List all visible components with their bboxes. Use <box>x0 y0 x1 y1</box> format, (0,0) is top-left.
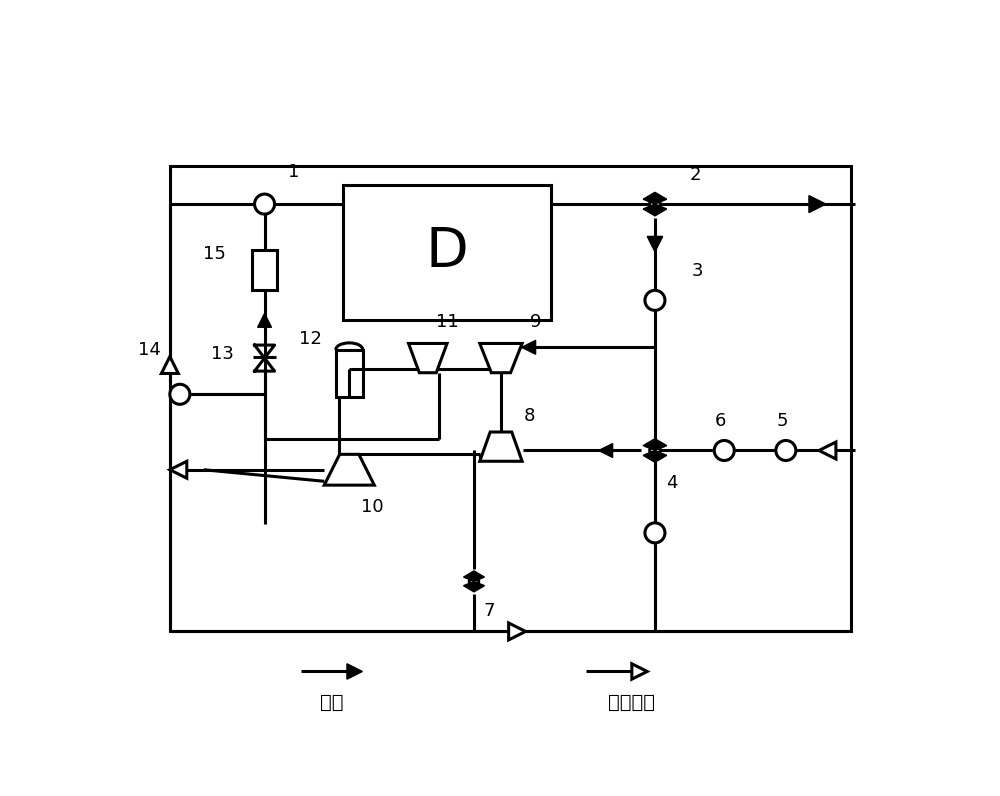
Circle shape <box>170 384 190 404</box>
Polygon shape <box>347 664 362 679</box>
Polygon shape <box>655 204 667 216</box>
Circle shape <box>645 291 665 310</box>
Polygon shape <box>643 204 655 216</box>
Text: 15: 15 <box>203 245 226 263</box>
Circle shape <box>650 445 660 456</box>
Text: 4: 4 <box>666 474 678 492</box>
Polygon shape <box>647 236 663 252</box>
Polygon shape <box>409 343 447 373</box>
Polygon shape <box>655 451 667 462</box>
Polygon shape <box>643 451 655 462</box>
Polygon shape <box>643 193 655 204</box>
Polygon shape <box>480 432 522 461</box>
Text: 7: 7 <box>483 602 495 619</box>
Text: 5: 5 <box>777 412 788 430</box>
Polygon shape <box>809 196 826 213</box>
Text: 压缩空气: 压缩空气 <box>608 693 655 712</box>
Bar <box>170 166 851 631</box>
Bar <box>343 185 551 319</box>
Circle shape <box>255 194 275 214</box>
Text: 10: 10 <box>361 498 383 516</box>
Polygon shape <box>655 439 667 451</box>
Polygon shape <box>632 664 647 679</box>
Text: 6: 6 <box>715 412 726 430</box>
Circle shape <box>650 199 660 209</box>
Text: 9: 9 <box>530 313 542 331</box>
Text: 13: 13 <box>211 345 234 363</box>
Polygon shape <box>599 443 613 458</box>
Text: 3: 3 <box>692 262 703 280</box>
Text: D: D <box>426 224 468 279</box>
Circle shape <box>776 440 796 461</box>
Bar <box>336 349 363 397</box>
Circle shape <box>645 523 665 543</box>
Polygon shape <box>170 461 187 478</box>
Polygon shape <box>509 623 526 640</box>
Polygon shape <box>522 341 536 354</box>
Polygon shape <box>474 571 484 581</box>
Polygon shape <box>474 581 484 592</box>
Polygon shape <box>819 442 836 459</box>
Text: 2: 2 <box>690 166 701 184</box>
Polygon shape <box>464 581 474 592</box>
Circle shape <box>714 440 734 461</box>
Polygon shape <box>258 314 271 327</box>
Polygon shape <box>655 193 667 204</box>
Text: 14: 14 <box>138 341 160 359</box>
Text: 12: 12 <box>299 330 322 348</box>
Polygon shape <box>324 455 374 485</box>
Text: 8: 8 <box>524 407 535 425</box>
Polygon shape <box>643 439 655 451</box>
Polygon shape <box>161 357 178 373</box>
Bar <box>252 249 277 290</box>
Text: 废气: 废气 <box>320 693 343 712</box>
Text: 11: 11 <box>436 313 458 331</box>
Text: 1: 1 <box>288 162 299 181</box>
Circle shape <box>469 577 479 586</box>
Polygon shape <box>480 343 522 373</box>
Polygon shape <box>464 571 474 581</box>
